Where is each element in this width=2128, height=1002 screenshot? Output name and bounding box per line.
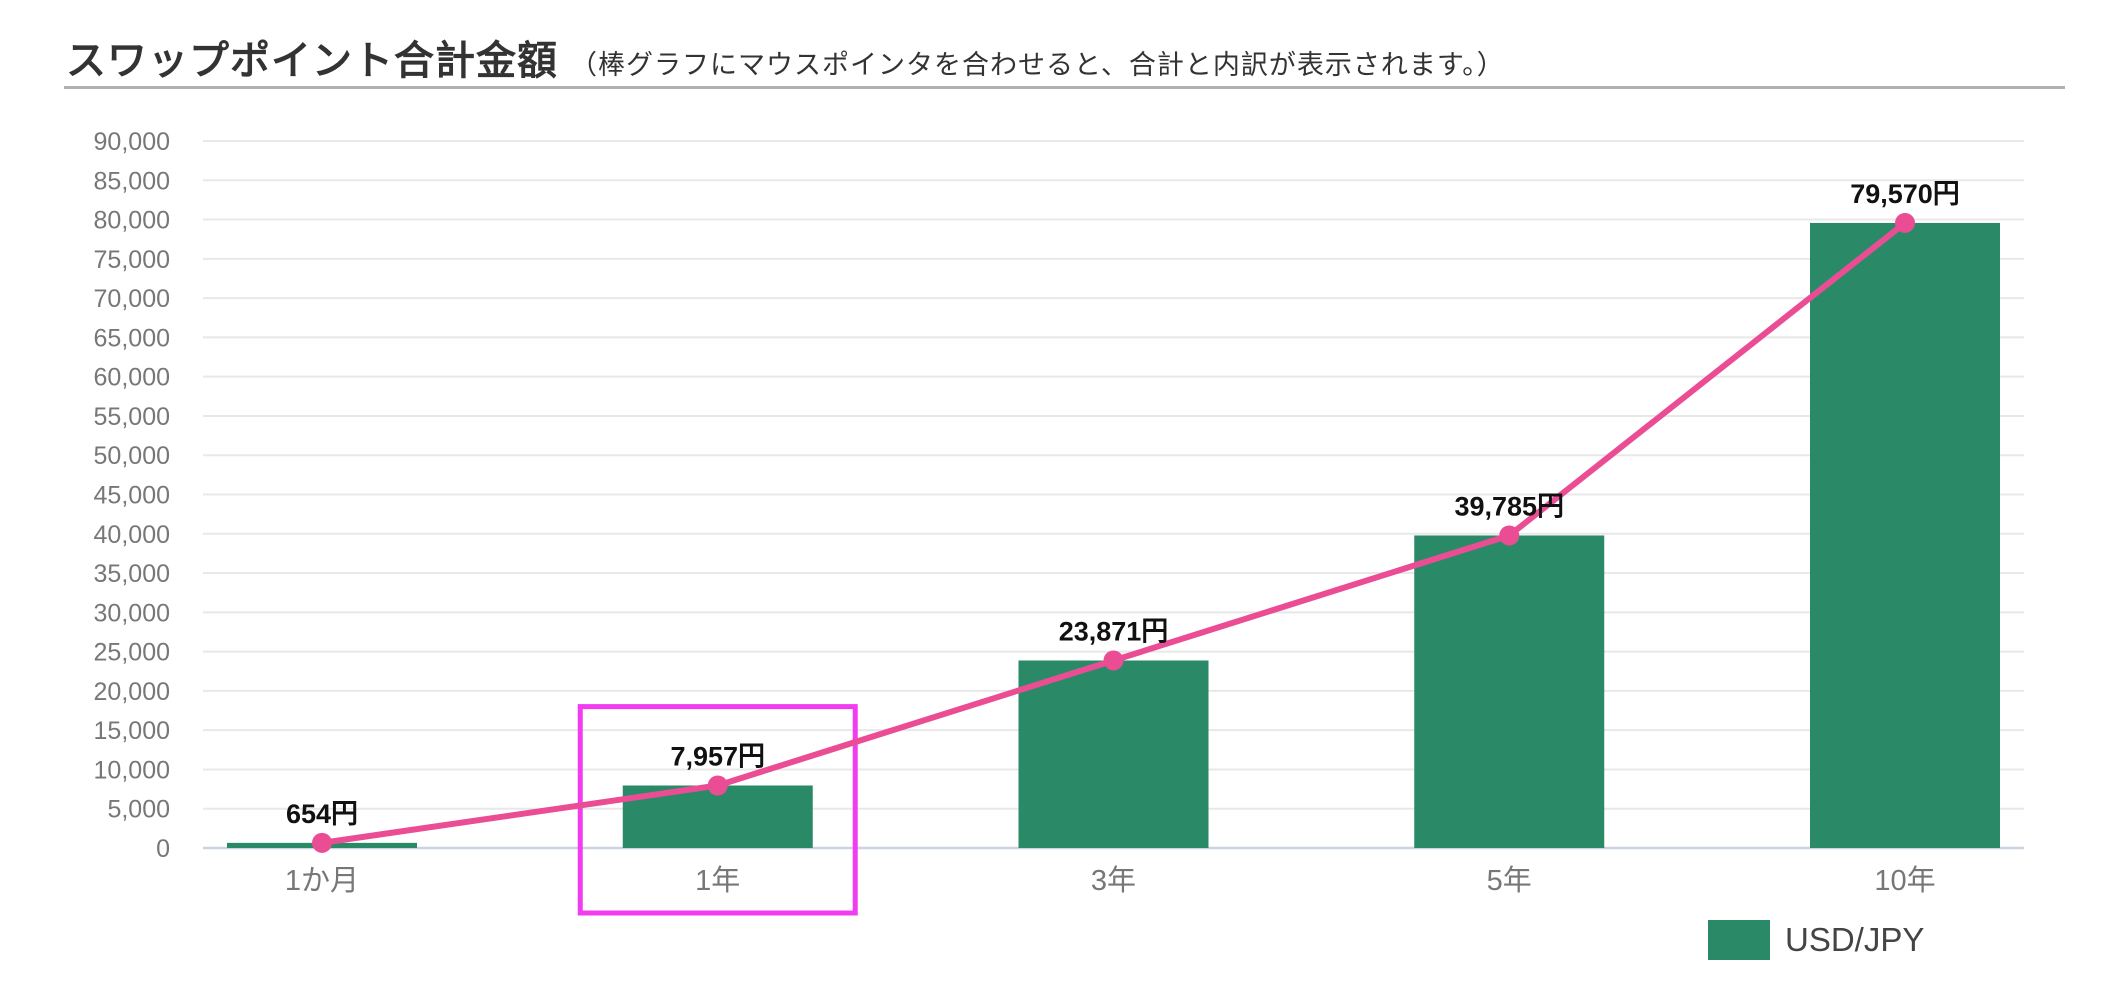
- header-divider: [64, 86, 2065, 89]
- bar-10年[interactable]: [1810, 222, 2000, 848]
- y-tick-label: 20,000: [94, 678, 170, 706]
- value-label-10年: 79,570円: [1850, 179, 1960, 209]
- value-label-1か月: 654円: [286, 799, 358, 829]
- y-tick-label: 85,000: [94, 167, 170, 195]
- x-axis-label-1年: 1年: [695, 864, 740, 897]
- y-tick-label: 45,000: [94, 482, 170, 510]
- value-label-3年: 23,871円: [1059, 616, 1169, 646]
- y-tick-label: 70,000: [94, 285, 170, 313]
- page-subtitle: （棒グラフにマウスポインタを合わせると、合計と内訳が表示されます。）: [570, 50, 1505, 80]
- data-point-10年[interactable]: [1895, 212, 1915, 233]
- data-point-1か月[interactable]: [312, 832, 332, 853]
- data-point-1年[interactable]: [707, 775, 728, 796]
- data-point-5年[interactable]: [1499, 525, 1520, 546]
- y-tick-label: 90,000: [94, 128, 170, 156]
- y-tick-label: 15,000: [94, 717, 170, 745]
- legend: USD/JPY: [1708, 920, 1924, 960]
- y-tick-label: 80,000: [94, 207, 170, 235]
- y-tick-label: 40,000: [94, 521, 170, 549]
- legend-swatch-usdjpy: [1708, 920, 1770, 960]
- y-tick-label: 35,000: [94, 560, 170, 588]
- y-tick-label: 50,000: [94, 442, 170, 470]
- y-tick-label: 0: [156, 835, 170, 863]
- page-title: スワップポイント合計金額: [66, 39, 558, 83]
- y-tick-label: 60,000: [94, 364, 170, 392]
- data-point-3年[interactable]: [1103, 650, 1124, 671]
- value-label-5年: 39,785円: [1454, 491, 1564, 521]
- y-tick-label: 75,000: [94, 246, 170, 274]
- legend-label: USD/JPY: [1785, 921, 1925, 958]
- chart-header: スワップポイント合計金額 （棒グラフにマウスポインタを合わせると、合計と内訳が表…: [66, 28, 1505, 86]
- y-tick-label: 30,000: [94, 599, 170, 627]
- y-tick-label: 25,000: [94, 639, 170, 667]
- x-axis-label-3年: 3年: [1091, 864, 1136, 897]
- bar-5年[interactable]: [1414, 535, 1605, 848]
- y-tick-label: 55,000: [94, 403, 170, 431]
- highlight-box-1年: [577, 704, 858, 916]
- y-tick-label: 10,000: [94, 756, 170, 784]
- bar-3年[interactable]: [1018, 660, 1209, 848]
- x-axis-label-10年: 10年: [1874, 864, 1935, 897]
- x-axis-label-5年: 5年: [1487, 864, 1532, 897]
- x-axis-label-1か月: 1か月: [285, 865, 359, 897]
- y-tick-label: 5,000: [107, 796, 170, 824]
- y-tick-label: 65,000: [94, 324, 170, 352]
- value-label-1年: 7,957円: [670, 741, 765, 771]
